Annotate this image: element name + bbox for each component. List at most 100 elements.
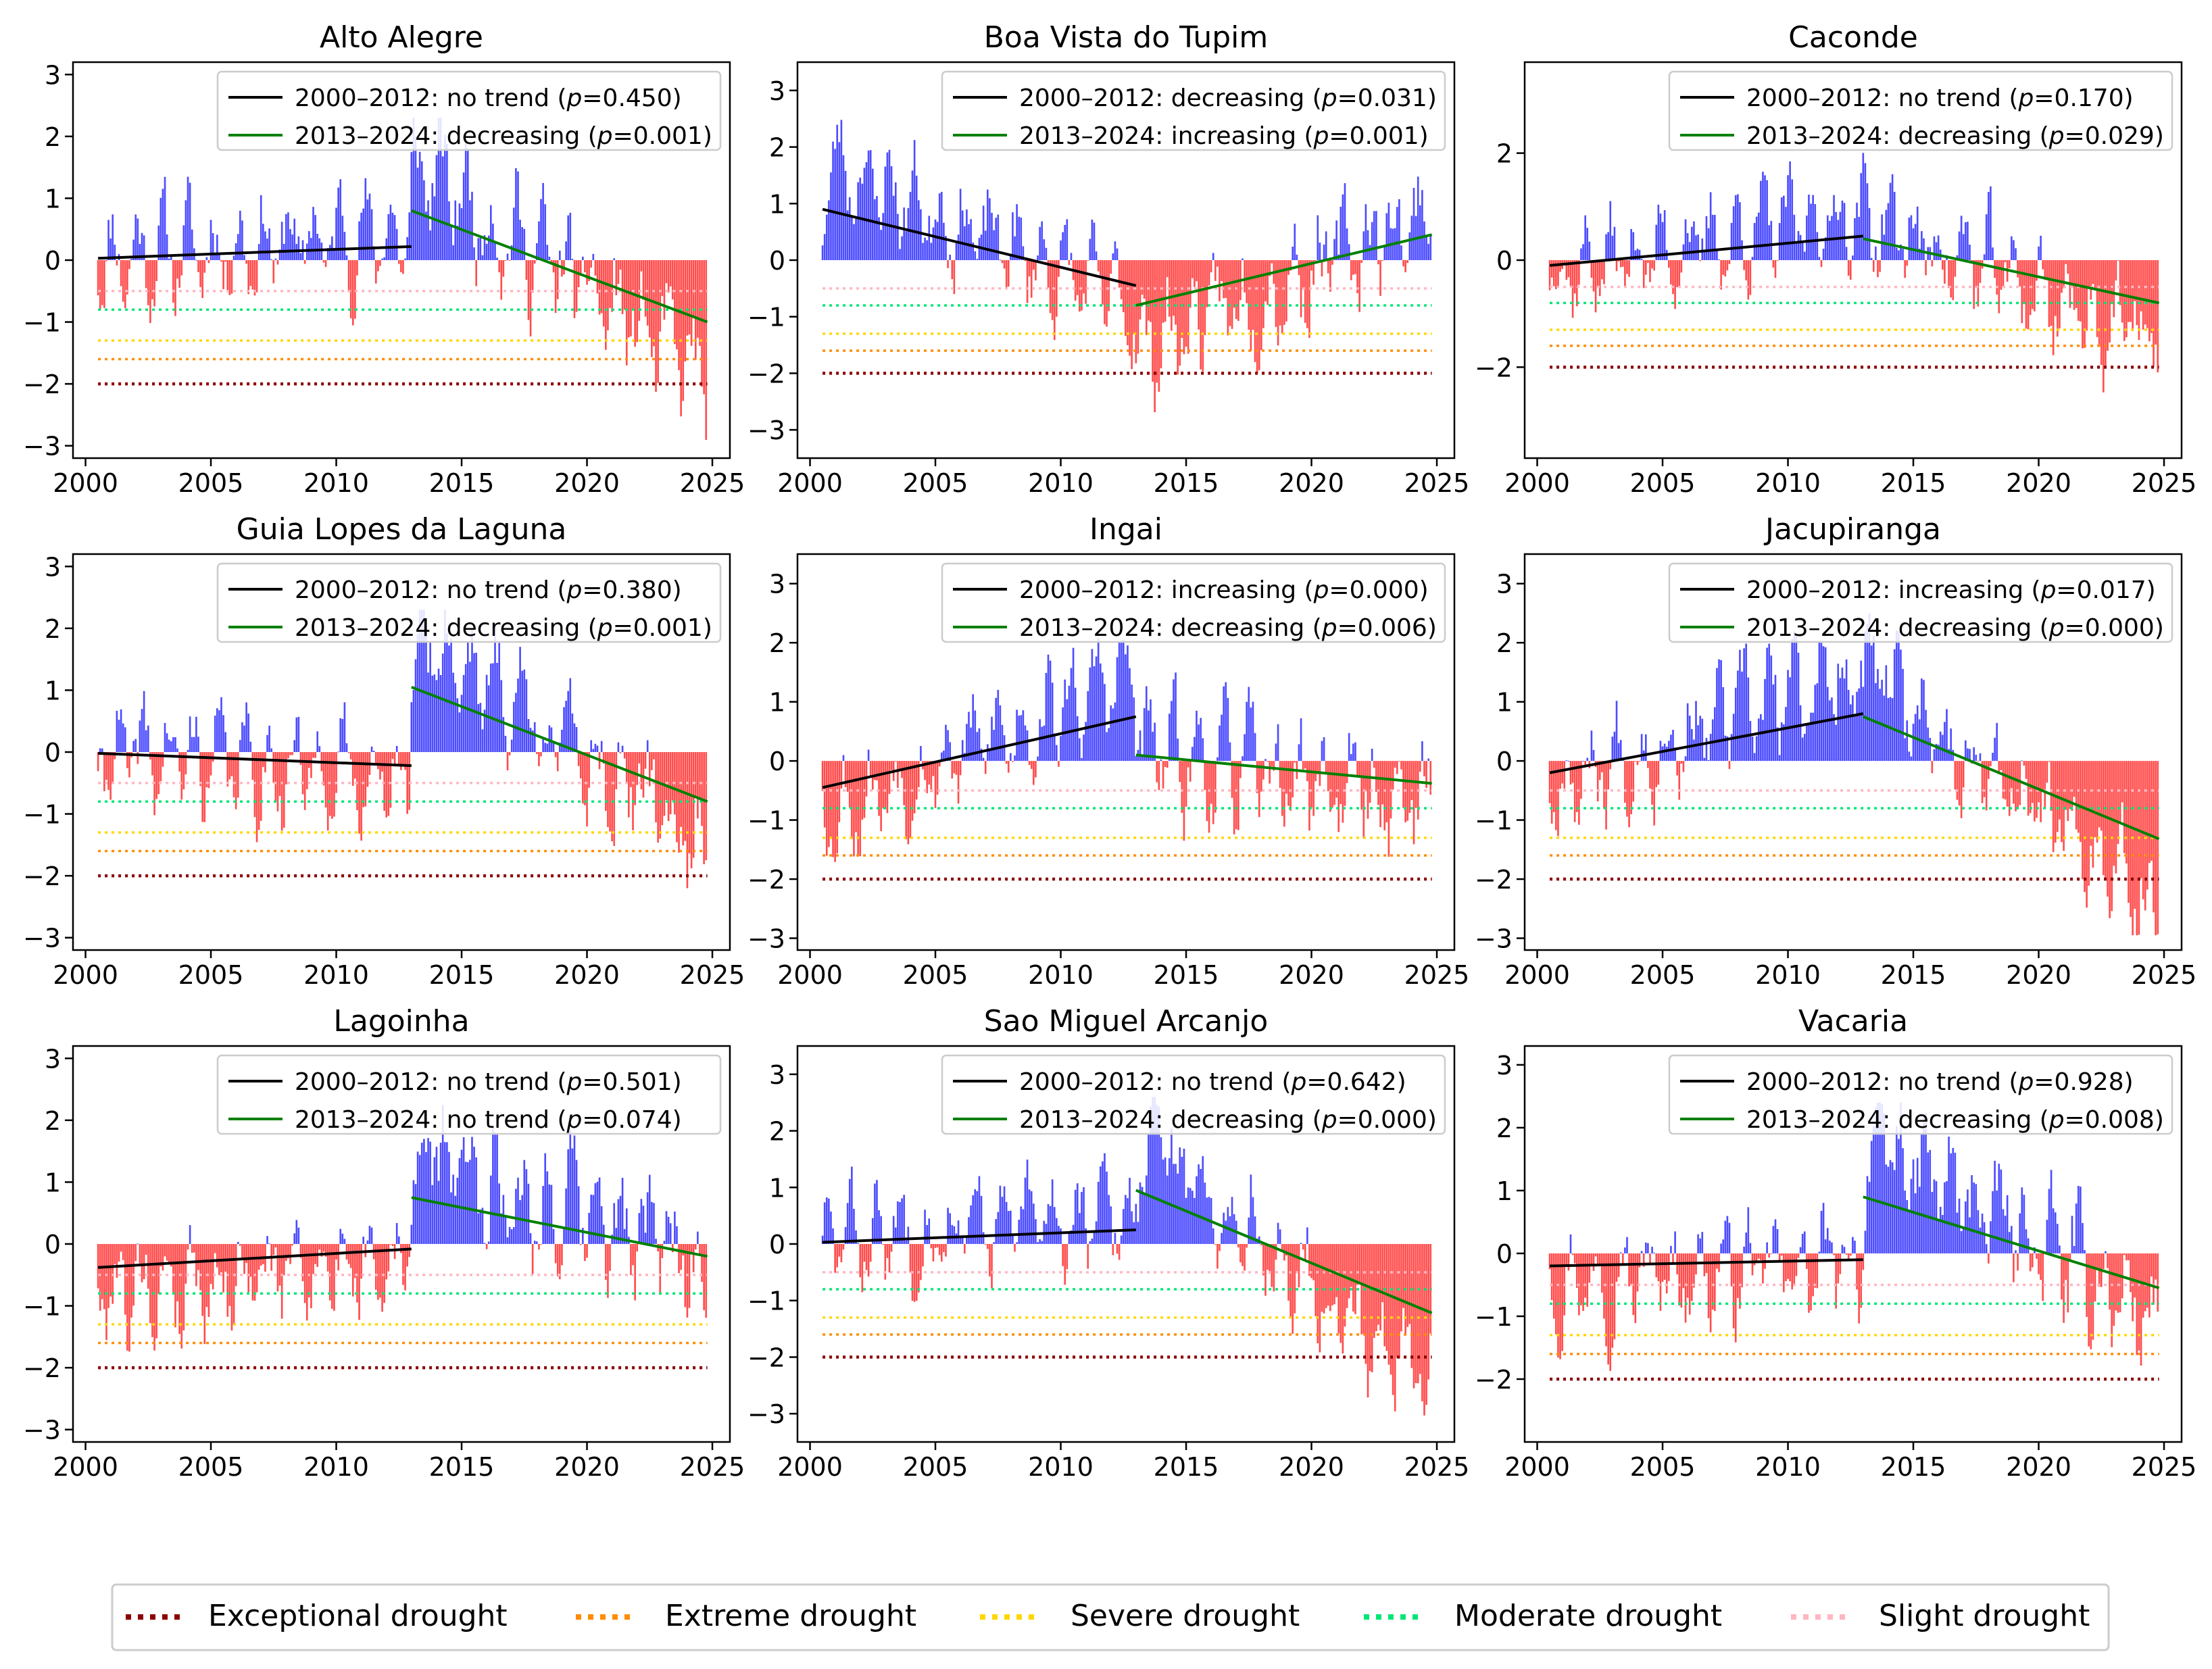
bar <box>404 258 406 260</box>
bar <box>1191 1191 1194 1244</box>
bar <box>586 752 588 827</box>
bar <box>531 1244 534 1274</box>
bar <box>1686 1253 1689 1298</box>
bar <box>1367 1244 1369 1398</box>
bar <box>1895 247 1898 260</box>
bar <box>351 752 354 786</box>
bar <box>1135 1203 1137 1244</box>
bar <box>116 1244 118 1278</box>
bar <box>291 752 293 755</box>
bar <box>510 245 513 260</box>
bar <box>1753 753 1756 762</box>
bar <box>437 1180 440 1244</box>
x-tick-label: 2015 <box>429 468 495 498</box>
bar <box>454 1195 457 1244</box>
bar <box>949 1213 952 1244</box>
bar <box>1942 1215 1944 1253</box>
bar <box>1304 1244 1306 1262</box>
bar <box>584 260 586 273</box>
bar <box>1398 199 1400 260</box>
bar <box>1001 260 1004 264</box>
bar <box>1162 761 1164 789</box>
bar <box>540 199 542 260</box>
bar <box>1275 1244 1277 1260</box>
bar <box>1051 682 1054 762</box>
legend-entry-text: 2000–2012: no trend (p=0.380) <box>295 576 682 604</box>
bar <box>2098 761 2100 828</box>
bar <box>851 1166 853 1244</box>
bar <box>1198 1164 1200 1244</box>
bar <box>1575 260 1578 307</box>
bar <box>1665 747 1668 762</box>
bar <box>145 730 147 752</box>
bar <box>425 622 427 752</box>
trend-legend: 2000–2012: no trend (p=0.928)2013–2024: … <box>1668 1054 2173 1135</box>
bar <box>1242 1244 1244 1266</box>
bar <box>159 197 162 260</box>
bar <box>605 260 607 350</box>
bar <box>920 1244 922 1280</box>
bar <box>418 609 421 752</box>
bar <box>282 1244 285 1276</box>
bar <box>1613 731 1616 762</box>
bar <box>245 1244 247 1264</box>
bar <box>1839 1253 1842 1274</box>
bar <box>1590 1253 1593 1265</box>
bar <box>1110 1206 1112 1244</box>
bar <box>1300 260 1302 318</box>
bar <box>1173 679 1175 762</box>
bar <box>625 260 628 366</box>
bar <box>1624 1247 1626 1253</box>
bar <box>255 752 258 843</box>
bar <box>1018 1220 1021 1244</box>
bar <box>479 237 482 260</box>
bar <box>1988 761 1990 779</box>
bar <box>2065 761 2067 810</box>
bar <box>462 674 465 752</box>
bar <box>1693 1253 1695 1288</box>
bar <box>1900 244 1902 260</box>
bar <box>490 664 492 752</box>
bar <box>310 1244 312 1309</box>
bar <box>945 236 947 260</box>
bar <box>291 234 293 260</box>
bar <box>2130 260 2132 322</box>
bar <box>1427 758 1429 762</box>
bar <box>1385 761 1388 823</box>
bar <box>312 1244 314 1274</box>
bar <box>1860 660 1863 762</box>
bar <box>972 242 975 260</box>
bar <box>1287 1244 1289 1301</box>
bar <box>222 1244 224 1293</box>
bar <box>1887 698 1890 762</box>
bar <box>502 1195 505 1244</box>
bar <box>1429 1244 1432 1334</box>
bar <box>1701 238 1704 260</box>
bar <box>615 260 618 296</box>
bar <box>943 1244 945 1253</box>
bar <box>2021 760 2023 762</box>
bar <box>341 216 344 260</box>
bar <box>861 761 864 820</box>
bar <box>389 752 392 808</box>
bar <box>122 1244 124 1260</box>
bar <box>857 182 859 260</box>
bar <box>1555 260 1557 289</box>
bar <box>2057 260 2059 337</box>
x-tick-label: 2010 <box>303 960 369 990</box>
bar <box>659 260 662 332</box>
bar <box>1565 760 1568 762</box>
bar <box>218 710 220 752</box>
bar <box>1709 192 1712 260</box>
bar <box>876 1180 878 1244</box>
legend-entry-text: 2013–2024: no trend (p=0.074) <box>295 1106 682 1134</box>
bar <box>1171 260 1173 331</box>
bar <box>1014 1244 1016 1252</box>
bar <box>1030 1191 1033 1244</box>
bar <box>2057 1224 2059 1253</box>
bar <box>582 256 584 260</box>
bar <box>1312 260 1314 285</box>
legend-entry-text: 2013–2024: decreasing (p=0.008) <box>1746 1106 2164 1134</box>
legend-entry-text: 2013–2024: decreasing (p=0.001) <box>295 614 712 642</box>
bar <box>1615 260 1618 272</box>
